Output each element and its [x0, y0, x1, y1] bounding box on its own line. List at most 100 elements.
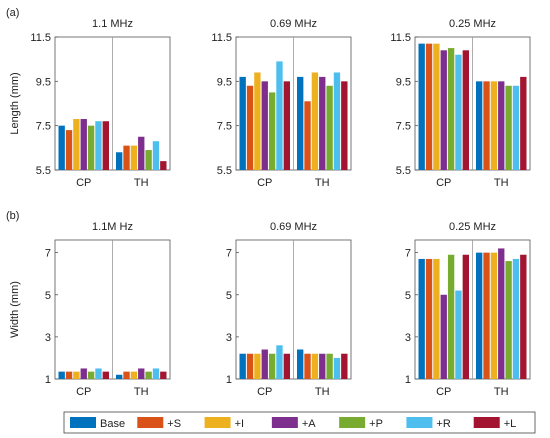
- bar-plus-l-cp: [283, 353, 290, 379]
- bar-plus-l-cp: [462, 50, 469, 170]
- x-tick-label: TH: [134, 177, 149, 189]
- bar-plus-l-th: [520, 254, 527, 379]
- bar-base-th: [476, 252, 483, 379]
- bar-plus-r-cp: [455, 290, 462, 379]
- bar-plus-r-th: [333, 357, 341, 379]
- bar-plus-a-th: [498, 248, 505, 379]
- bar-plus-r-cp: [95, 368, 102, 379]
- bar-plus-i-cp: [73, 371, 80, 379]
- y-tick-label: 3: [45, 332, 51, 344]
- y-tick-label: 7: [45, 248, 51, 260]
- bar-plus-r-cp: [276, 61, 283, 171]
- bar-base-cp: [58, 125, 65, 170]
- bar-plus-s-cp: [425, 258, 433, 379]
- y-tick-label: 7: [226, 248, 232, 260]
- x-tick-label: CP: [436, 386, 451, 398]
- bar-plus-a-cp: [80, 368, 87, 379]
- bar-base-th: [476, 81, 483, 170]
- panel-label-a: (a): [6, 7, 19, 19]
- bar-plus-a-th: [319, 76, 326, 170]
- bar-plus-r-th: [512, 85, 520, 170]
- bar-plus-r-th: [333, 72, 341, 170]
- y-tick-label: 3: [226, 332, 232, 344]
- bar-base-th: [297, 349, 304, 379]
- bar-plus-a-cp: [261, 81, 268, 170]
- x-tick-label: TH: [134, 386, 149, 398]
- y-tick-label: 11.5: [390, 32, 411, 44]
- bar-plus-r-cp: [455, 54, 462, 170]
- bar-plus-s-cp: [65, 371, 73, 379]
- chart-title: 0.69 MHz: [270, 18, 317, 30]
- bar-plus-p-th: [505, 261, 512, 379]
- bar-base-cp: [239, 76, 246, 170]
- bar-plus-s-th: [304, 101, 311, 170]
- y-tick-label: 9.5: [36, 76, 51, 88]
- bar-plus-s-th: [483, 81, 490, 170]
- x-tick-label: CP: [76, 386, 91, 398]
- x-tick-label: CP: [76, 177, 91, 189]
- legend-box: [63, 411, 536, 434]
- legend-swatch: [137, 417, 164, 428]
- bar-plus-s-cp: [246, 353, 254, 379]
- legend-swatch: [339, 417, 366, 428]
- legend-swatch: [70, 417, 96, 428]
- bar-base-cp: [239, 353, 246, 379]
- bar-plus-i-th: [130, 145, 138, 170]
- bar-plus-s-th: [123, 145, 130, 170]
- bar-base-th: [116, 152, 123, 170]
- bar-plus-a-cp: [80, 119, 87, 170]
- bar-plus-a-th: [138, 368, 145, 379]
- y-tick-label: 3: [405, 332, 411, 344]
- y-tick-label: 7.5: [396, 121, 411, 133]
- bar-plus-s-th: [483, 252, 490, 379]
- bar-plus-a-th: [138, 136, 145, 170]
- x-tick-label: CP: [257, 386, 272, 398]
- y-tick-label: 9.5: [396, 76, 411, 88]
- y-tick-label: 1: [226, 374, 232, 386]
- legend-swatch: [473, 417, 500, 428]
- x-tick-label: TH: [494, 386, 509, 398]
- bar-plus-p-cp: [447, 48, 455, 171]
- bar-plus-l-th: [341, 353, 348, 379]
- bar-plus-l-cp: [283, 81, 290, 170]
- legend-label: +R: [436, 418, 450, 430]
- bar-plus-p-th: [505, 85, 512, 170]
- legend-swatch: [406, 417, 433, 428]
- bar-plus-p-th: [145, 371, 152, 379]
- chart-2: 0.25 MHz 5.5 7.5 9.5 11.5 CP TH: [390, 18, 531, 189]
- legend-label: Base: [100, 418, 125, 430]
- bar-plus-r-th: [512, 258, 520, 379]
- bar-plus-i-th: [311, 353, 319, 379]
- bar-plus-a-cp: [261, 349, 268, 379]
- bar-plus-s-th: [123, 371, 130, 379]
- y-tick-label: 5: [405, 290, 411, 302]
- bar-plus-p-cp: [87, 371, 95, 379]
- y-tick-label: 5.5: [217, 165, 232, 177]
- chart-title: 1.1 MHz: [92, 18, 133, 30]
- bar-plus-i-th: [490, 81, 498, 170]
- bar-plus-i-cp: [254, 72, 261, 170]
- bar-plus-p-cp: [268, 353, 276, 379]
- legend-label: +S: [167, 418, 181, 430]
- y-tick-label: 11.5: [211, 32, 232, 44]
- bar-plus-p-th: [326, 353, 333, 379]
- bar-plus-p-th: [145, 150, 152, 170]
- bar-plus-s-th: [304, 353, 311, 379]
- bar-plus-r-th: [152, 368, 160, 379]
- bar-base-cp: [418, 258, 425, 379]
- y-tick-label: 9.5: [217, 76, 232, 88]
- x-tick-label: TH: [494, 177, 509, 189]
- chart-3: 1.1M Hz 1 3 5 7 Width (mm) CP TH: [9, 221, 171, 398]
- chart-title: 1.1M Hz: [92, 221, 133, 233]
- bar-plus-i-th: [130, 371, 138, 379]
- bar-plus-s-cp: [425, 43, 433, 170]
- y-tick-label: 11.5: [30, 32, 51, 44]
- bar-plus-s-cp: [246, 85, 254, 170]
- bar-plus-l-cp: [102, 371, 109, 379]
- bar-plus-i-cp: [73, 119, 80, 170]
- bar-plus-l-th: [520, 76, 527, 170]
- chart-0: 1.1 MHz 5.5 7.5 9.5 11.5 Length (mm) CP TH: [9, 18, 171, 189]
- bar-plus-i-cp: [433, 43, 440, 170]
- bar-plus-p-cp: [447, 254, 455, 379]
- bar-plus-l-cp: [462, 254, 469, 379]
